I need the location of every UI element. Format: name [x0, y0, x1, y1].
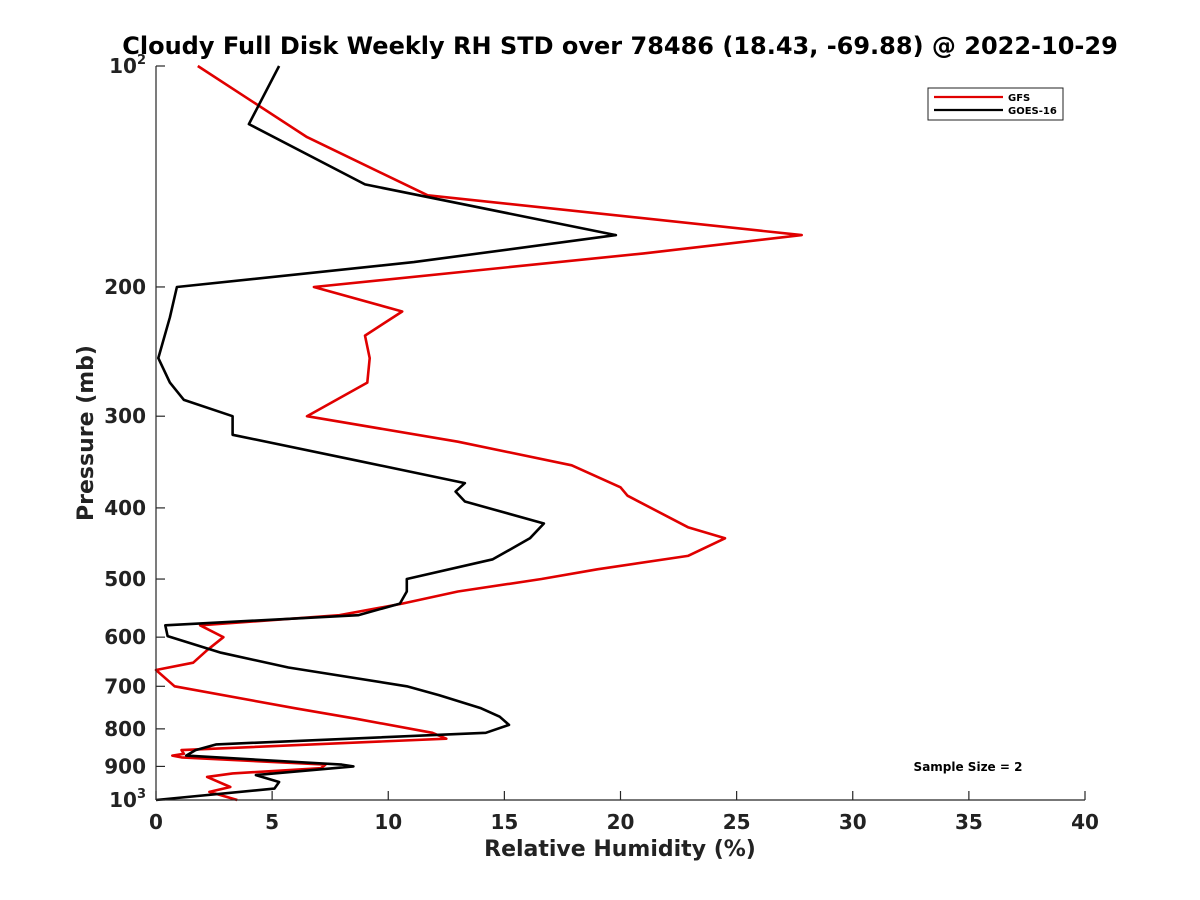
legend-label-goes16: GOES-16	[1008, 106, 1057, 117]
y-tick-label: 400	[104, 496, 146, 520]
series-line-goes16	[155, 65, 618, 802]
x-tick-label: 5	[265, 810, 279, 834]
y-tick-label: 500	[104, 567, 146, 591]
plot-background	[156, 66, 1085, 800]
x-tick-label: 25	[723, 810, 751, 834]
x-tick-label: 0	[149, 810, 163, 834]
x-tick-label: 20	[607, 810, 635, 834]
y-axis-label: Pressure (mb)	[74, 345, 99, 521]
y-tick-label: 900	[104, 754, 146, 778]
x-tick-label: 35	[955, 810, 983, 834]
x-axis-ticks: 0 5 10 15 20 25 30 35 40	[149, 791, 1099, 834]
x-tick-label: 10	[374, 810, 402, 834]
y-tick-label: 103	[109, 787, 146, 812]
y-tick-label: 600	[104, 625, 146, 649]
x-tick-label: 15	[490, 810, 518, 834]
y-tick-label: 800	[104, 717, 146, 741]
y-axis-ticks: 102 200 300 400 500 600 700 800 900 103	[104, 53, 165, 812]
x-tick-label: 40	[1071, 810, 1099, 834]
plot-area: 0 5 10 15 20 25 30 35 40 102 200 300 400 500 600 700 80…	[104, 53, 1099, 834]
y-tick-label: 102	[109, 53, 146, 78]
y-tick-label: 700	[104, 674, 146, 698]
chart-title: Cloudy Full Disk Weekly RH STD over 7848…	[122, 32, 1118, 60]
legend: GFS GOES-16	[927, 87, 1064, 121]
legend-label-gfs: GFS	[1008, 93, 1030, 104]
y-tick-label: 300	[104, 404, 146, 428]
sample-size-annotation: Sample Size = 2	[914, 760, 1023, 774]
y-tick-label: 200	[104, 275, 146, 299]
series-layer	[154, 64, 804, 802]
series-line-gfs	[154, 64, 804, 802]
legend-box	[927, 87, 1064, 121]
x-axis-label: Relative Humidity (%)	[484, 837, 756, 862]
x-tick-label: 30	[839, 810, 867, 834]
